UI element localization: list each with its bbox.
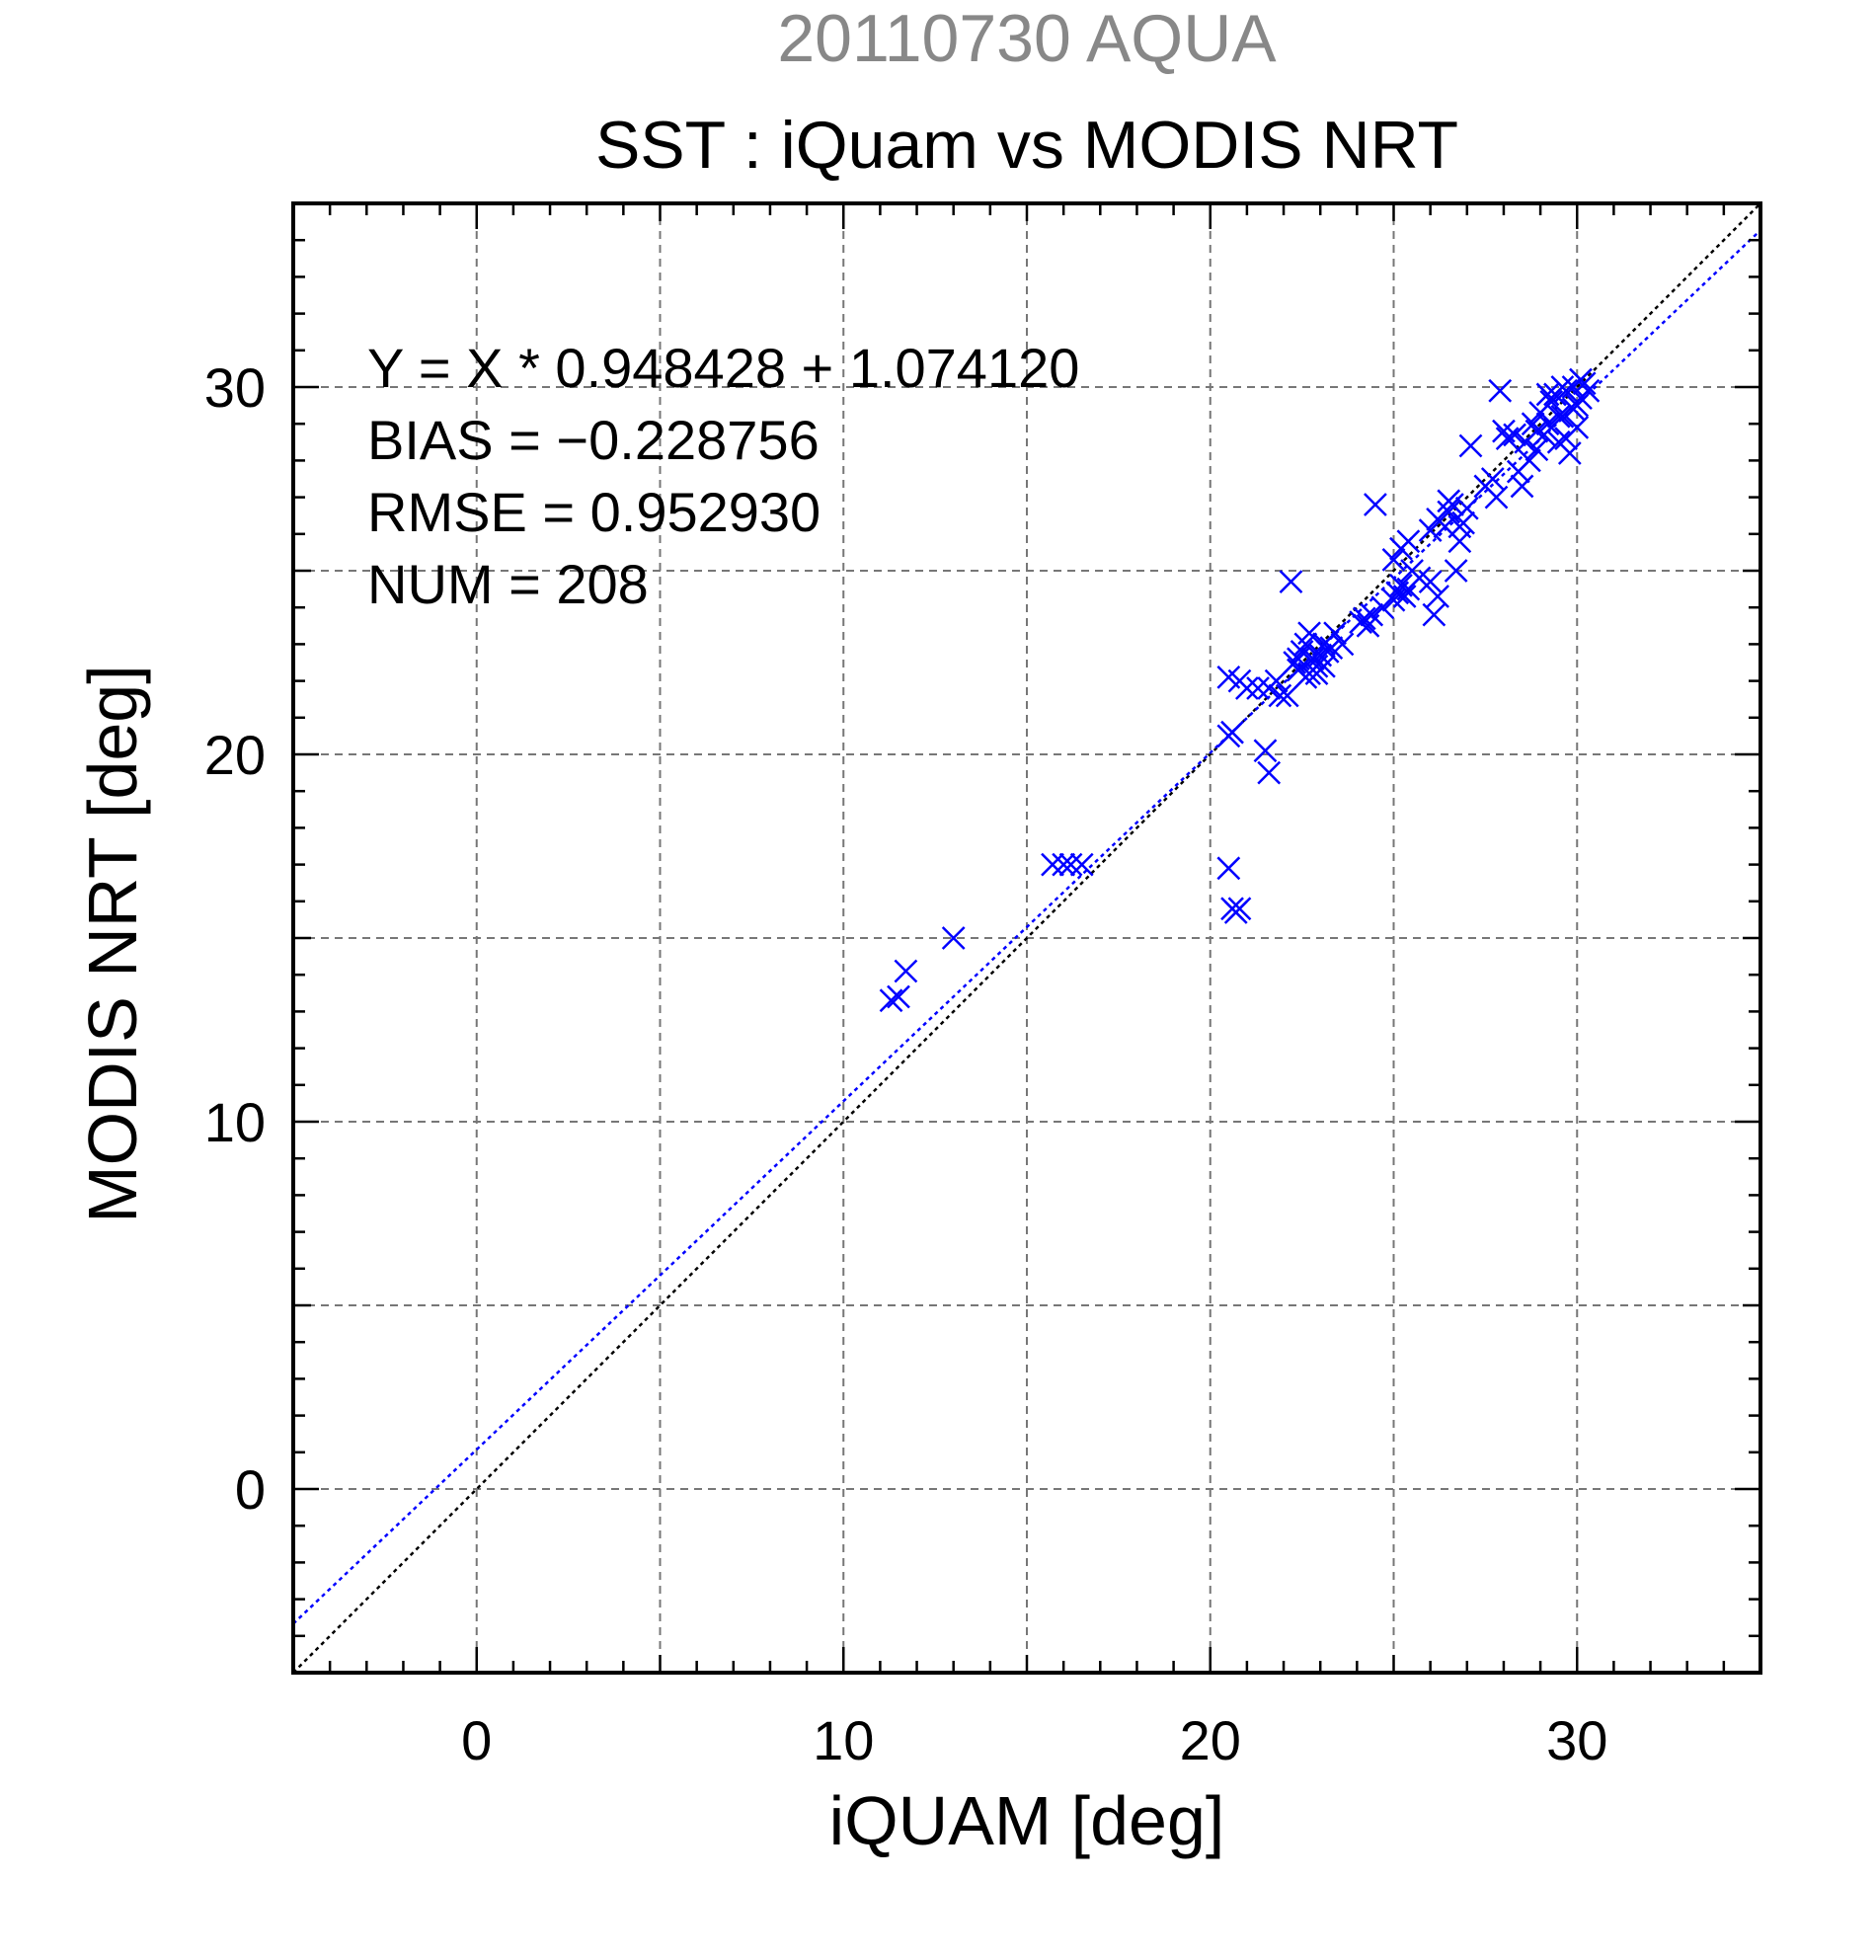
data-point (1058, 852, 1083, 877)
data-point (1319, 636, 1344, 661)
data-point (1360, 602, 1384, 627)
data-point (1454, 496, 1479, 520)
data-point (1352, 606, 1376, 631)
data-points (879, 367, 1601, 1013)
data-point (1488, 378, 1513, 403)
data-point (887, 984, 910, 1009)
y-tick-label: 30 (204, 356, 266, 419)
data-point (1510, 474, 1534, 499)
axis-ticks: 0 10 20 30 0 10 20 30 (204, 201, 1762, 1771)
data-point (1495, 427, 1520, 450)
data-point (1323, 621, 1347, 646)
data-point (1484, 485, 1509, 510)
data-point (1458, 433, 1483, 458)
y-axis-label: MODIS NRT [deg] (74, 665, 151, 1222)
data-point (1524, 437, 1549, 462)
stats-line-fit: Y = X * 0.948428 + 1.074120 (367, 337, 1079, 399)
fit-line (292, 229, 1761, 1625)
x-axis-label: iQUAM [deg] (829, 1782, 1225, 1859)
data-point (1264, 668, 1289, 693)
data-point (1518, 448, 1541, 473)
data-point (1396, 529, 1421, 554)
data-point (1561, 397, 1586, 422)
data-point (1437, 489, 1461, 513)
data-point (1041, 852, 1064, 877)
data-point (1246, 676, 1270, 700)
data-point (1392, 585, 1417, 608)
data-point (1364, 493, 1387, 516)
chart-title: SST : iQuam vs MODIS NRT (595, 108, 1458, 183)
data-point (1539, 389, 1564, 414)
data-point (1557, 441, 1582, 465)
data-point (894, 959, 918, 983)
data-point (1576, 378, 1601, 403)
data-point (1444, 559, 1468, 583)
stats-line-rmse: RMSE = 0.952930 (367, 481, 821, 543)
data-point (1546, 404, 1571, 429)
data-point (1480, 467, 1505, 491)
y-tick-label: 10 (204, 1091, 266, 1153)
data-point (1503, 423, 1526, 447)
data-point (1550, 404, 1575, 429)
data-point (1524, 419, 1549, 443)
data-point (879, 988, 903, 1013)
data-point (1220, 720, 1244, 745)
data-point (1312, 654, 1336, 678)
data-point (1418, 518, 1443, 542)
x-tick-label: 30 (1546, 1709, 1607, 1771)
data-point (1257, 760, 1282, 785)
data-point (1535, 382, 1560, 407)
data-point (1535, 412, 1560, 436)
data-point (941, 926, 966, 950)
data-point (1381, 547, 1406, 572)
data-point (1268, 683, 1292, 708)
data-point (1554, 427, 1578, 450)
data-point (1216, 856, 1241, 881)
data-point (1275, 683, 1299, 708)
data-point (1253, 739, 1278, 763)
data-point (1550, 375, 1575, 399)
data-point (1422, 602, 1446, 627)
data-point (1437, 500, 1461, 524)
data-point (1279, 570, 1303, 594)
data-point (1227, 897, 1252, 921)
x-tick-label: 10 (813, 1709, 874, 1771)
x-tick-label: 0 (461, 1709, 492, 1771)
x-tick-label: 20 (1180, 1709, 1241, 1771)
data-point (1069, 852, 1094, 877)
chart-date-title: 20110730 AQUA (777, 1, 1277, 76)
data-point (1418, 570, 1443, 594)
data-point (1052, 852, 1076, 877)
stats-line-num: NUM = 208 (367, 553, 649, 615)
data-point (1447, 514, 1472, 539)
data-point (1297, 621, 1321, 646)
stats-line-bias: BIAS = −0.228756 (367, 409, 820, 471)
data-point (1426, 585, 1449, 608)
data-point (1569, 367, 1593, 392)
y-tick-label: 0 (235, 1458, 266, 1521)
y-tick-label: 20 (204, 724, 266, 786)
data-point (1287, 647, 1310, 671)
data-point (1235, 676, 1259, 700)
stats-annotation: Y = X * 0.948428 + 1.074120 BIAS = −0.22… (367, 337, 1079, 615)
